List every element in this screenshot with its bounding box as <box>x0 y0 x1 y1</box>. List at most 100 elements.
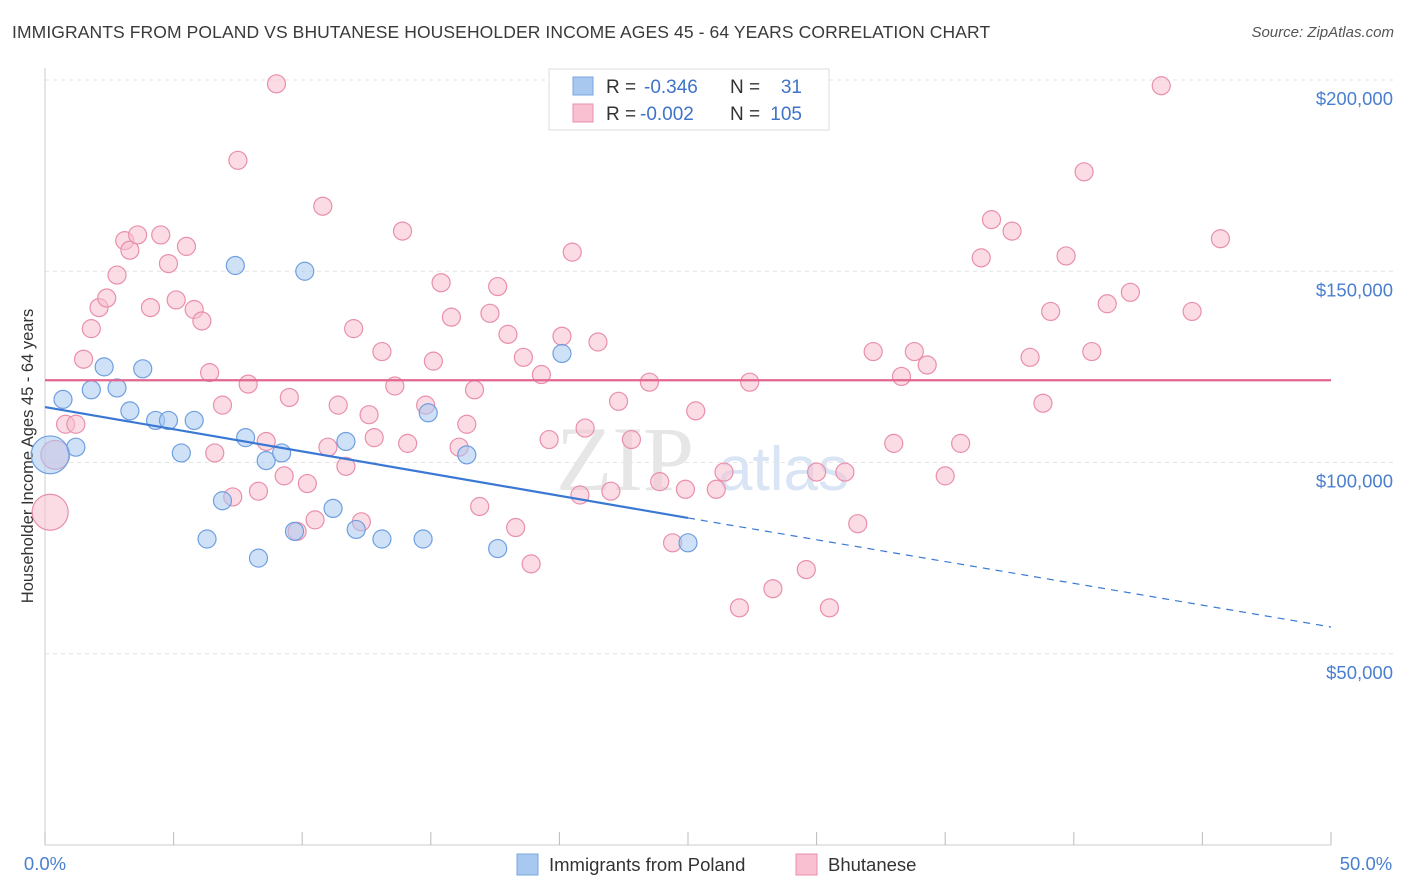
data-point <box>284 521 305 541</box>
data-point <box>256 450 276 471</box>
data-point <box>359 405 379 425</box>
data-point <box>274 466 294 486</box>
data-point <box>675 479 696 499</box>
data-point <box>588 332 608 352</box>
data-point <box>1056 246 1076 266</box>
data-point <box>248 481 269 501</box>
data-point <box>835 462 855 482</box>
data-point <box>431 273 451 293</box>
data-point <box>796 559 816 580</box>
source-label: Source: ZipAtlas.com <box>1251 24 1394 41</box>
data-point <box>107 265 127 285</box>
series-poland <box>30 255 698 568</box>
data-point <box>212 395 233 415</box>
data-point <box>884 433 904 453</box>
bottom-legend-label-poland: Immigrants from Poland <box>549 854 745 875</box>
data-point <box>140 297 161 318</box>
data-point <box>297 473 317 494</box>
y-tick-labels: $50,000 $100,000 $150,000 $200,000 <box>1316 88 1393 683</box>
chart-title: IMMIGRANTS FROM POLAND VS BHUTANESE HOUS… <box>12 22 991 42</box>
data-point <box>480 303 500 323</box>
data-point <box>513 347 533 367</box>
data-point <box>73 349 94 369</box>
data-point <box>457 445 477 465</box>
data-point <box>97 288 117 308</box>
legend-r-label-poland: R = <box>606 77 636 98</box>
data-point <box>166 290 186 310</box>
data-point <box>1210 229 1231 249</box>
data-point <box>176 236 197 256</box>
data-point <box>313 196 333 216</box>
data-point <box>521 554 541 574</box>
data-point <box>650 472 670 492</box>
data-point <box>94 357 114 377</box>
legend-r-value-bhutanese: -0.002 <box>640 104 694 125</box>
data-point <box>678 533 698 553</box>
data-point <box>212 491 233 511</box>
data-point <box>364 428 384 448</box>
data-point <box>328 395 348 415</box>
data-point <box>1120 282 1140 302</box>
data-point <box>1033 393 1053 413</box>
data-point <box>1082 341 1102 362</box>
data-point <box>1074 162 1094 182</box>
data-point <box>621 429 642 450</box>
data-point <box>891 366 912 387</box>
trend-line-poland-extension <box>687 517 1332 628</box>
trend-line-poland <box>44 405 689 520</box>
data-point <box>238 374 258 394</box>
data-point <box>552 326 572 346</box>
data-point <box>385 376 405 396</box>
data-point <box>398 433 418 453</box>
stats-legend: R = -0.346 N = 31 R = -0.002 N = 105 <box>548 68 830 131</box>
data-point <box>457 414 477 434</box>
data-point <box>184 410 204 431</box>
data-point <box>66 414 86 434</box>
zipatlas-watermark: ZIP atlas <box>556 408 849 510</box>
data-point <box>266 74 287 94</box>
data-point <box>413 529 433 549</box>
data-point <box>295 261 315 281</box>
data-point <box>305 510 325 530</box>
data-point <box>120 240 140 260</box>
data-point <box>158 254 179 274</box>
data-point <box>904 341 924 362</box>
data-point <box>200 363 220 383</box>
data-point <box>441 307 461 327</box>
grid-lines <box>45 79 1395 655</box>
data-point <box>819 598 840 618</box>
series-legend: Immigrants from Poland Bhutanese <box>516 853 916 876</box>
data-point <box>539 429 559 450</box>
data-point <box>323 498 343 518</box>
data-point <box>1182 301 1202 322</box>
legend-n-label-poland: N = <box>730 77 760 98</box>
data-point <box>608 391 629 411</box>
data-point <box>552 343 572 364</box>
data-point <box>336 456 356 476</box>
data-point <box>506 517 526 538</box>
legend-r-value-poland: -0.346 <box>644 77 698 98</box>
data-point <box>81 380 101 400</box>
data-point <box>372 341 392 362</box>
data-point <box>935 466 955 486</box>
data-point <box>107 378 127 398</box>
bottom-legend-swatch-bhutanese <box>795 853 818 876</box>
legend-swatch-poland <box>572 76 594 96</box>
legend-n-value-bhutanese: 105 <box>770 104 802 125</box>
x-ticks <box>44 832 1332 845</box>
data-point <box>31 493 69 531</box>
bottom-legend-label-bhutanese: Bhutanese <box>828 854 916 875</box>
data-point <box>423 351 443 371</box>
data-point <box>1002 221 1022 241</box>
data-point <box>686 401 706 421</box>
watermark-atlas: atlas <box>718 435 849 504</box>
data-point <box>372 529 392 549</box>
data-point <box>30 435 70 475</box>
legend-r-label-bhutanese: R = <box>606 104 636 125</box>
data-point <box>225 255 245 276</box>
data-point <box>256 431 276 452</box>
data-point <box>336 431 356 452</box>
data-point <box>863 341 883 362</box>
data-point <box>488 276 508 297</box>
